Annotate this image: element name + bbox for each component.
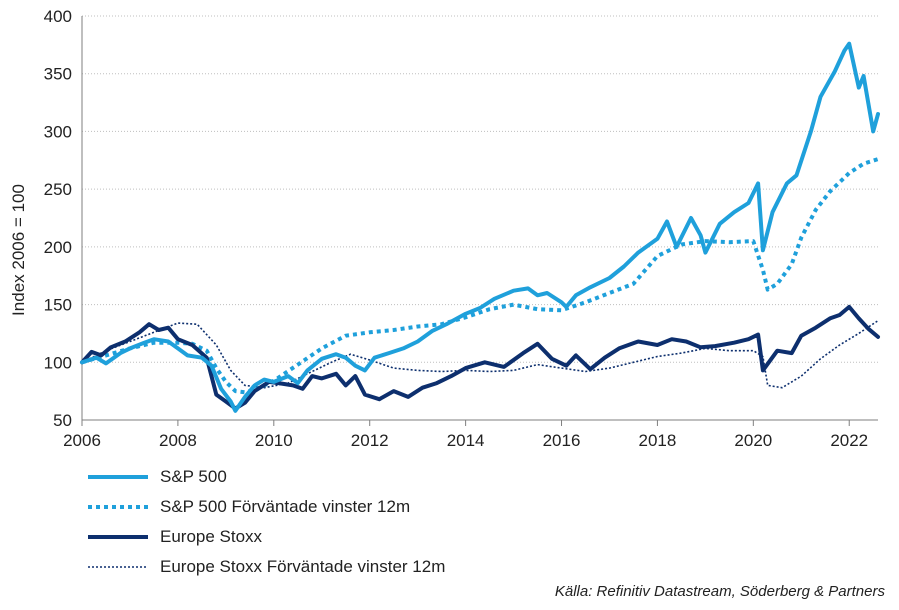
legend-label-europe-stoxx-forecast: Europe Stoxx Förväntade vinster 12m [160,557,446,576]
x-tick-label: 2016 [543,431,581,450]
y-tick-label: 250 [44,180,72,199]
grid-lines [82,15,878,363]
legend-item-sp500-forecast: S&P 500 Förväntade vinster 12m [88,492,445,522]
series-line-europe-stoxx [80,304,880,411]
legend-swatch-europe-stoxx-forecast [88,566,148,568]
x-tick-label: 2006 [63,431,101,450]
series-line-s-p-500-f-rv-ntade-vinster-12m [81,157,879,395]
legend-swatch-sp500 [88,475,148,479]
source-note: Källa: Refinitiv Datastream, Söderberg &… [554,583,885,600]
y-tick-label: 200 [44,238,72,257]
legend-swatch-sp500-forecast [88,505,148,509]
x-tick-label: 2018 [639,431,677,450]
y-tick-label: 300 [44,122,72,141]
legend-label-sp500: S&P 500 [160,467,227,486]
series-lines [80,41,880,413]
x-tick-label: 2022 [830,431,868,450]
legend-item-sp500: S&P 500 [88,462,445,492]
x-tick-label: 2020 [734,431,772,450]
legend-item-europe-stoxx: Europe Stoxx [88,522,445,552]
y-tick-label: 100 [44,353,72,372]
legend-label-sp500-forecast: S&P 500 Förväntade vinster 12m [160,497,411,516]
series-line-s-p-500 [80,41,880,413]
y-tick-label: 400 [44,7,72,26]
series-line-europe-stoxx-f-rv-ntade-vinster-12m [81,320,879,389]
x-tick-label: 2012 [351,431,389,450]
x-tick-label: 2008 [159,431,197,450]
legend-swatch-europe-stoxx [88,535,148,539]
y-tick-labels: 50 100 150 200 250 300 350 400 [44,7,72,430]
y-tick-label: 350 [44,65,72,84]
x-tick-label: 2014 [447,431,485,450]
y-tick-label: 50 [53,411,72,430]
legend-label-europe-stoxx: Europe Stoxx [160,527,263,546]
y-tick-label: 150 [44,296,72,315]
legend: S&P 500 S&P 500 Förväntade vinster 12m E… [88,462,445,582]
x-tick-label: 2010 [255,431,293,450]
axes [81,16,878,426]
legend-item-europe-stoxx-forecast: Europe Stoxx Förväntade vinster 12m [88,552,445,582]
x-tick-labels: 2006 2008 2010 2012 2014 2016 2018 2020 2022 [63,431,868,450]
y-axis-label: Index 2006 = 100 [9,184,28,316]
